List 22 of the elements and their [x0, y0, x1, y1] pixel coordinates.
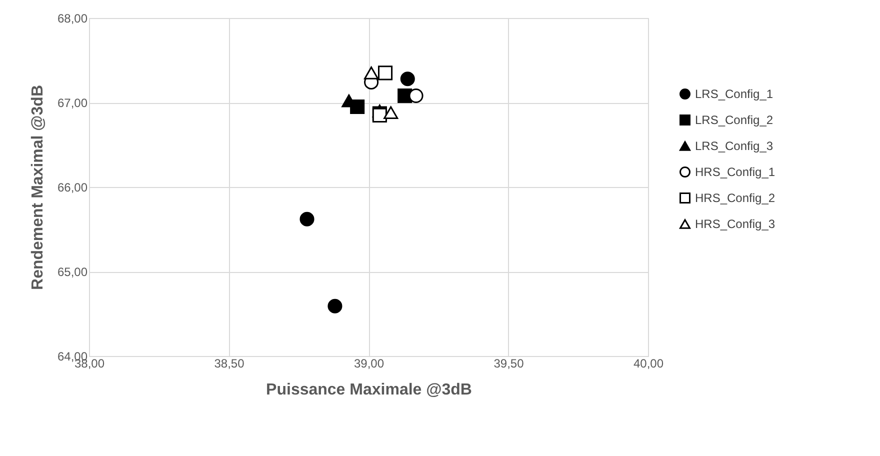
y-axis-title: Rendement Maximal @3dB	[29, 85, 46, 290]
x-tick-label: 39,00	[354, 356, 384, 370]
y-tick-label: 65,00	[57, 265, 88, 279]
y-tick-label: 66,00	[57, 180, 88, 194]
y-tick-label: 68,00	[57, 12, 88, 26]
point	[328, 298, 342, 314]
y-tick-label: 67,00	[57, 96, 88, 110]
legend-label: LRS_Config_2	[695, 113, 774, 127]
x-axis-title: Puissance Maximale @3dB	[266, 382, 472, 398]
legend-label: HRS_Config_3	[695, 217, 776, 231]
legend-label: HRS_Config_1	[695, 165, 776, 179]
point	[300, 212, 314, 226]
point	[400, 72, 415, 86]
point	[364, 66, 379, 80]
x-tick-label: 39,50	[494, 356, 524, 370]
point	[384, 106, 398, 120]
x-tick-label: 38,50	[214, 356, 245, 370]
legend-label: LRS_Config_3	[695, 139, 774, 153]
x-tick-label: 40,00	[633, 356, 664, 370]
legend-label: HRS_Config_2	[695, 191, 776, 205]
point	[378, 66, 393, 80]
legend-label: LRS_Config_1	[695, 87, 774, 101]
